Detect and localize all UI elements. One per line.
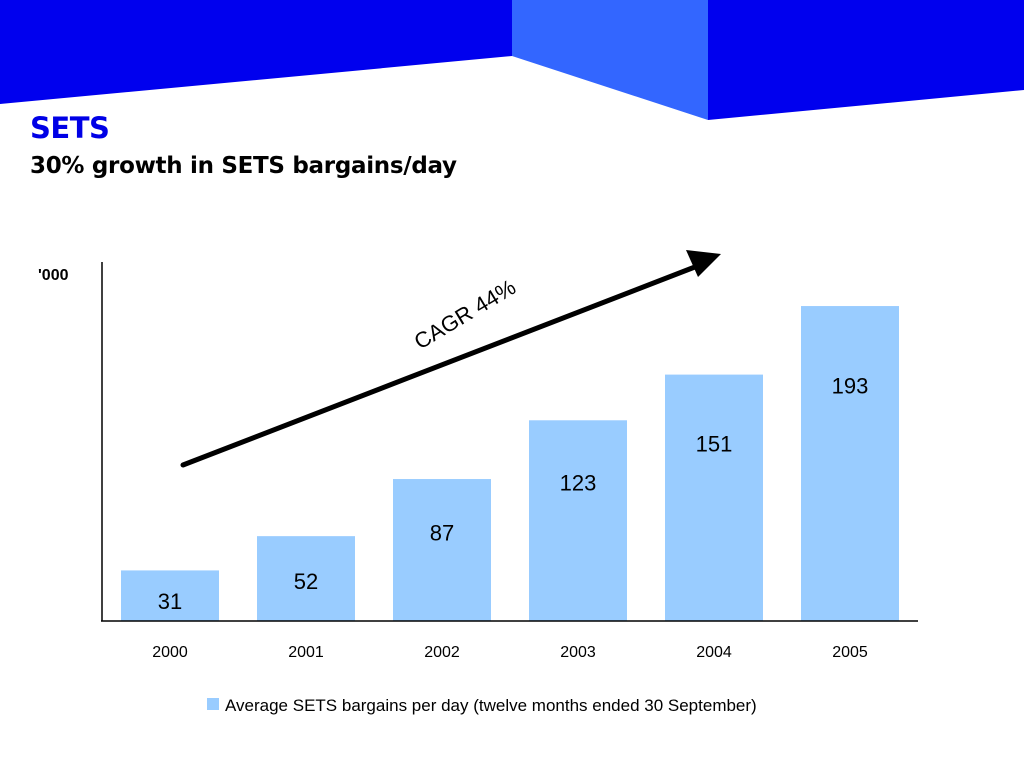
x-tick-label: 2002: [424, 644, 460, 661]
bar-2003: [529, 420, 627, 621]
legend-label: Average SETS bargains per day (twelve mo…: [225, 696, 757, 715]
banner-middle-panel: [512, 0, 708, 120]
bar-2004: [665, 374, 763, 621]
x-tick-label: 2001: [288, 644, 324, 661]
bar-value-label: 87: [430, 520, 454, 545]
bar-value-label: 123: [560, 470, 597, 495]
bar-value-label: 52: [294, 569, 318, 594]
banner-right-panel: [708, 0, 1024, 120]
bar-value-label: 31: [158, 589, 182, 614]
plot-area: 31 2000 52 2001 87 2002 123 2003 151 2004 193 2005: [121, 306, 899, 661]
bar-value-label: 151: [696, 432, 733, 457]
x-tick-label: 2003: [560, 644, 596, 661]
banner-left-panel: [0, 0, 512, 104]
cagr-arrowhead-icon: [686, 250, 721, 277]
cagr-arrow-shaft: [180, 262, 703, 468]
bar-2001: [257, 536, 355, 621]
bar-value-label: 193: [832, 373, 869, 398]
x-tick-label: 2000: [152, 644, 188, 661]
bar-2005: [801, 306, 899, 621]
slide-title: SETS: [30, 111, 110, 145]
bar-2000: [121, 570, 219, 621]
cagr-arrow: [180, 250, 721, 468]
legend-swatch: [207, 698, 219, 710]
chart-legend: Average SETS bargains per day (twelve mo…: [207, 696, 757, 715]
x-tick-label: 2004: [696, 644, 732, 661]
slide-subtitle: 30% growth in SETS bargains/day: [30, 153, 457, 179]
x-tick-label: 2005: [832, 644, 868, 661]
y-axis-unit-label: '000: [38, 267, 69, 284]
bar-2002: [393, 479, 491, 621]
header-banner: [0, 0, 1024, 120]
